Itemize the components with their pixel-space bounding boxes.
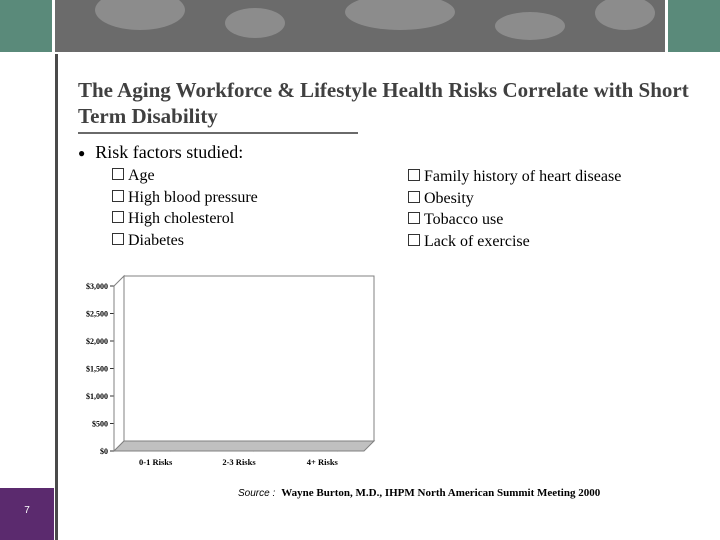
chart-back-wall [123, 275, 375, 442]
list-item: Diabetes [112, 230, 258, 252]
chart-floor [112, 440, 376, 452]
checkbox-icon [408, 190, 420, 203]
list-item-label: High blood pressure [128, 188, 258, 206]
source-label: Source : [238, 488, 276, 499]
bullet-dot-icon: ● [78, 146, 86, 161]
list-item: Tobacco use [408, 209, 621, 231]
header-photo-banner [55, 0, 665, 52]
page-number-box [0, 488, 54, 540]
bullet-text: Risk factors studied: [95, 142, 244, 162]
list-item-label: Obesity [424, 189, 474, 207]
list-item-label: Lack of exercise [424, 232, 530, 250]
y-tick-label: $1,000 [86, 392, 108, 401]
list-item-label: High cholesterol [128, 210, 235, 227]
left-vertical-rule [55, 52, 58, 540]
y-tick-label: $500 [92, 420, 108, 429]
source-text: Wayne Burton, M.D., IHPM North American … [281, 487, 601, 499]
y-tick-label: $2,000 [86, 337, 108, 346]
list-item: Age [112, 165, 258, 187]
x-category-label: 4+ Risks [307, 457, 339, 467]
list-item: High cholesterol [112, 208, 258, 230]
top-left-accent [0, 0, 52, 52]
top-right-accent [668, 0, 720, 52]
title-underline [78, 132, 358, 134]
source-citation: Source : Wayne Burton, M.D., IHPM North A… [238, 487, 600, 499]
x-category-label: 2-3 Risks [222, 457, 256, 467]
header-divider [0, 52, 720, 54]
risk-factor-list-right: Family history of heart disease Obesity … [408, 166, 621, 252]
list-item: High blood pressure [112, 187, 258, 209]
list-item: Lack of exercise [408, 231, 621, 253]
chart-left-wall [113, 274, 125, 453]
list-item-label: Tobacco use [424, 211, 504, 228]
page-number: 7 [24, 505, 30, 516]
bullet-risk-factors: ● Risk factors studied: [78, 142, 243, 163]
y-tick-label: $0 [100, 447, 108, 456]
list-item-label: Family history of heart disease [424, 168, 622, 185]
checkbox-icon [112, 232, 124, 245]
list-item: Obesity [408, 188, 621, 210]
checkbox-icon [112, 168, 124, 180]
risk-factor-list-left: Age High blood pressure High cholesterol… [112, 165, 258, 251]
checkbox-icon [408, 233, 420, 246]
checkbox-icon [408, 169, 420, 181]
list-item-label: Age [128, 167, 155, 184]
list-item: Family history of heart disease [408, 166, 621, 188]
checkbox-icon [112, 189, 124, 202]
disability-cost-bar-chart: $0$500$1,000$1,500$2,000$2,500$3,000 $1,… [86, 274, 376, 467]
list-item-label: Diabetes [128, 231, 184, 249]
slide-title: The Aging Workforce & Lifestyle Health R… [78, 78, 689, 128]
checkbox-icon [408, 212, 420, 224]
checkbox-icon [112, 211, 124, 223]
x-category-label: 0-1 Risks [139, 457, 173, 467]
y-tick-label: $3,000 [86, 282, 108, 291]
y-tick-label: $2,500 [86, 310, 108, 319]
y-tick-label: $1,500 [86, 365, 108, 374]
